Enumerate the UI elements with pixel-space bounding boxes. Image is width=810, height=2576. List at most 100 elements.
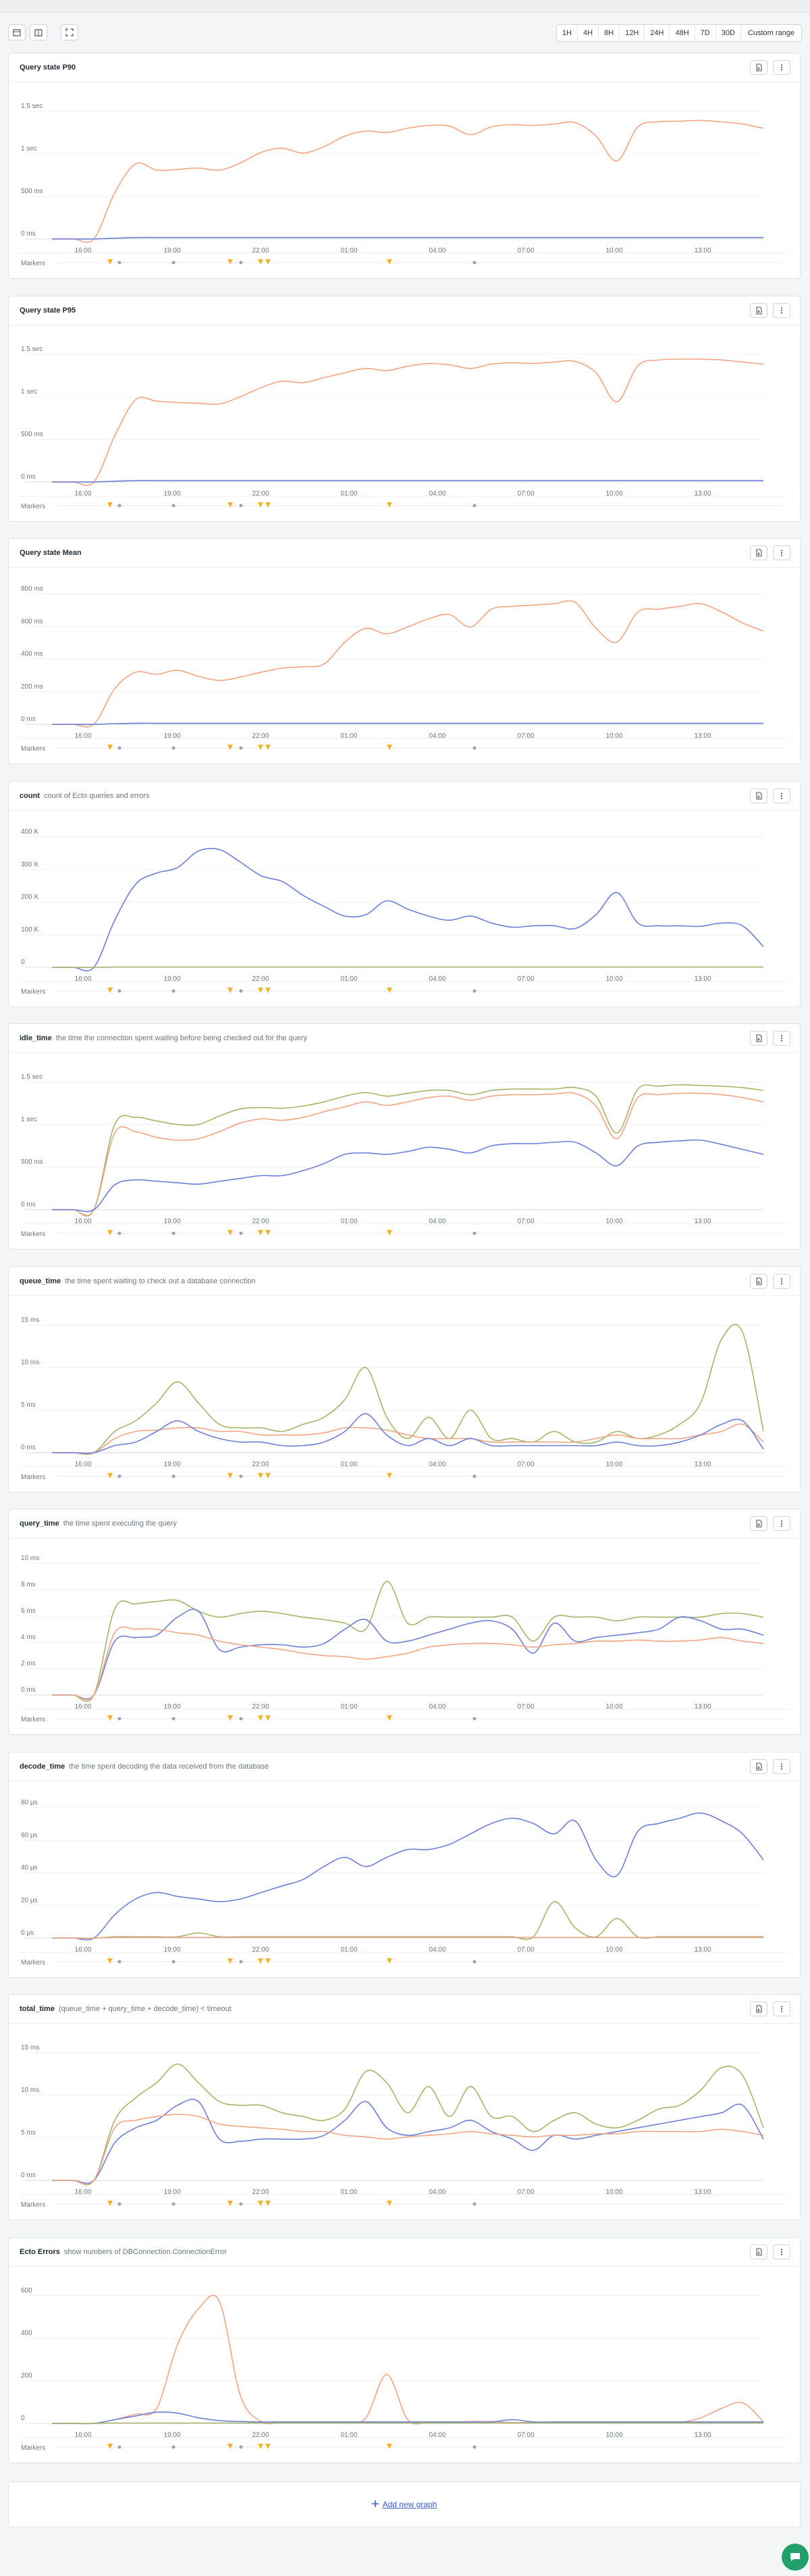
- chat-button[interactable]: [782, 2544, 809, 2571]
- deploy-marker-icon[interactable]: [265, 502, 271, 508]
- deploy-marker-icon[interactable]: [387, 259, 392, 265]
- event-marker-dot[interactable]: [171, 1474, 176, 1478]
- event-marker-dot[interactable]: [239, 504, 243, 508]
- event-marker-dot[interactable]: [473, 1717, 477, 1721]
- deploy-marker-icon[interactable]: [258, 2201, 263, 2206]
- deploy-marker-icon[interactable]: [227, 1958, 233, 1964]
- export-button[interactable]: [750, 2245, 767, 2259]
- event-marker-dot[interactable]: [117, 261, 122, 265]
- deploy-marker-icon[interactable]: [107, 1473, 113, 1478]
- deploy-marker-icon[interactable]: [258, 259, 263, 265]
- deploy-marker-icon[interactable]: [258, 1230, 263, 1235]
- event-marker-dot[interactable]: [171, 1717, 176, 1721]
- export-button[interactable]: [750, 545, 767, 560]
- chart-canvas[interactable]: 0 ms 5 ms 10 ms 15 ms 16:00 19:00 22:00 01:00 04…: [9, 2023, 800, 2220]
- chart-canvas[interactable]: 0 ms 2 ms 4 ms 6 ms 8 ms 10 ms 16:00 19:00 22:00…: [9, 1538, 800, 1735]
- panel-menu-button[interactable]: [773, 788, 790, 803]
- event-marker-dot[interactable]: [239, 2445, 243, 2449]
- deploy-marker-icon[interactable]: [387, 1715, 392, 1721]
- export-button[interactable]: [750, 2002, 767, 2016]
- export-button[interactable]: [750, 1031, 767, 1046]
- chart-canvas[interactable]: 0 ms 5 ms 10 ms 15 ms 16:00 19:00 22:00 01:00 04…: [9, 1295, 800, 1493]
- panel-menu-button[interactable]: [773, 1031, 790, 1046]
- panel-menu-button[interactable]: [773, 2245, 790, 2259]
- event-marker-dot[interactable]: [239, 746, 243, 750]
- deploy-marker-icon[interactable]: [227, 1715, 233, 1721]
- deploy-marker-icon[interactable]: [258, 1958, 263, 1964]
- panel-menu-button[interactable]: [773, 1516, 790, 1531]
- deploy-marker-icon[interactable]: [258, 745, 263, 750]
- add-graph-link[interactable]: Add new graph: [9, 2500, 800, 2509]
- event-marker-dot[interactable]: [171, 504, 176, 508]
- deploy-marker-icon[interactable]: [107, 502, 113, 508]
- event-marker-dot[interactable]: [117, 989, 122, 993]
- event-marker-dot[interactable]: [473, 1474, 477, 1478]
- deploy-marker-icon[interactable]: [265, 2201, 271, 2206]
- event-marker-dot[interactable]: [473, 1960, 477, 1964]
- deploy-marker-icon[interactable]: [227, 2201, 233, 2206]
- event-marker-dot[interactable]: [117, 2202, 122, 2206]
- deploy-marker-icon[interactable]: [265, 745, 271, 750]
- chart-canvas[interactable]: 0 100 K 200 K 300 K 400 K 16:00 19:00 22:00 01:0…: [9, 810, 800, 1007]
- range-button-7d[interactable]: 7D: [695, 25, 716, 41]
- event-marker-dot[interactable]: [171, 1960, 176, 1964]
- event-marker-dot[interactable]: [171, 1231, 176, 1235]
- event-marker-dot[interactable]: [473, 504, 477, 508]
- panel-menu-button[interactable]: [773, 60, 790, 75]
- panel-menu-button[interactable]: [773, 1759, 790, 1774]
- range-button-custom-range[interactable]: Custom range: [747, 29, 794, 37]
- event-marker-dot[interactable]: [473, 1231, 477, 1235]
- deploy-marker-icon[interactable]: [107, 745, 113, 750]
- layout-button[interactable]: [30, 24, 47, 41]
- deploy-marker-icon[interactable]: [387, 2444, 392, 2449]
- event-marker-dot[interactable]: [473, 2202, 477, 2206]
- deploy-marker-icon[interactable]: [107, 1715, 113, 1721]
- export-button[interactable]: [750, 60, 767, 75]
- deploy-marker-icon[interactable]: [258, 2444, 263, 2449]
- deploy-marker-icon[interactable]: [387, 1230, 392, 1235]
- deploy-marker-icon[interactable]: [107, 259, 113, 265]
- event-marker-dot[interactable]: [239, 261, 243, 265]
- event-marker-dot[interactable]: [171, 261, 176, 265]
- deploy-marker-icon[interactable]: [227, 988, 233, 993]
- deploy-marker-icon[interactable]: [107, 1958, 113, 1964]
- panel-menu-button[interactable]: [773, 545, 790, 560]
- deploy-marker-icon[interactable]: [265, 259, 271, 265]
- range-button-48h[interactable]: 48H: [670, 25, 695, 41]
- event-marker-dot[interactable]: [239, 1960, 243, 1964]
- event-marker-dot[interactable]: [117, 746, 122, 750]
- event-marker-dot[interactable]: [171, 989, 176, 993]
- chart-canvas[interactable]: 0 200 400 600 16:00 19:00 22:00 01:00 04:00 07:00…: [9, 2266, 800, 2463]
- chart-canvas[interactable]: 0 μs 20 μs 40 μs 60 μs 80 μs 16:00 19:00 22:00 0…: [9, 1781, 800, 1978]
- deploy-marker-icon[interactable]: [107, 988, 113, 993]
- deploy-marker-icon[interactable]: [107, 2201, 113, 2206]
- event-marker-dot[interactable]: [473, 989, 477, 993]
- event-marker-dot[interactable]: [473, 261, 477, 265]
- chart-canvas[interactable]: 0 ms 500 ms 1 sec 1.5 sec 16:00 19:00 22:00 01:…: [9, 1052, 800, 1250]
- chart-canvas[interactable]: 0 ms 500 ms 1 sec 1.5 sec 16:00 19:00 22:00 01:…: [9, 325, 800, 522]
- fullscreen-button[interactable]: [61, 24, 78, 41]
- deploy-marker-icon[interactable]: [265, 1230, 271, 1235]
- range-button-1h[interactable]: 1H: [557, 25, 578, 41]
- event-marker-dot[interactable]: [473, 2445, 477, 2449]
- deploy-marker-icon[interactable]: [387, 1958, 392, 1964]
- panel-menu-button[interactable]: [773, 2002, 790, 2016]
- range-button-24h[interactable]: 24H: [645, 25, 670, 41]
- event-marker-dot[interactable]: [117, 1474, 122, 1478]
- deploy-marker-icon[interactable]: [387, 745, 392, 750]
- deploy-marker-icon[interactable]: [107, 2444, 113, 2449]
- event-marker-dot[interactable]: [117, 1960, 122, 1964]
- range-button-12h[interactable]: 12H: [620, 25, 645, 41]
- deploy-marker-icon[interactable]: [227, 1473, 233, 1478]
- deploy-marker-icon[interactable]: [265, 1958, 271, 1964]
- event-marker-dot[interactable]: [117, 1717, 122, 1721]
- deploy-marker-icon[interactable]: [258, 988, 263, 993]
- deploy-marker-icon[interactable]: [387, 988, 392, 993]
- deploy-marker-icon[interactable]: [227, 502, 233, 508]
- event-marker-dot[interactable]: [171, 2445, 176, 2449]
- deploy-marker-icon[interactable]: [227, 259, 233, 265]
- range-button-30d[interactable]: 30D: [716, 25, 741, 41]
- export-button[interactable]: [750, 1516, 767, 1531]
- deploy-marker-icon[interactable]: [258, 1473, 263, 1478]
- export-button[interactable]: [750, 1759, 767, 1774]
